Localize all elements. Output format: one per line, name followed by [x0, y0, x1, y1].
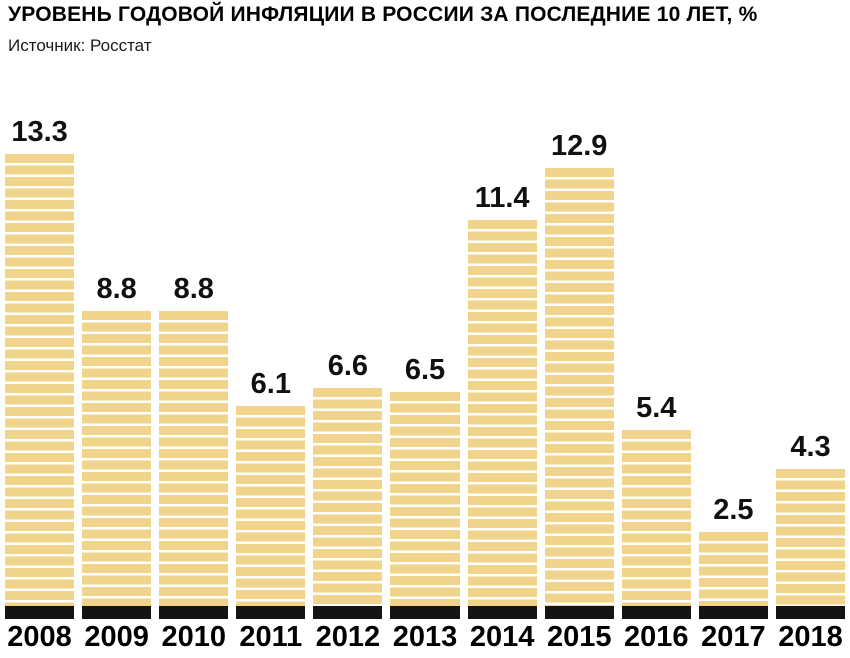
bar-base [5, 606, 75, 619]
bar-column: 6.5 [390, 353, 460, 619]
bar-column: 8.8 [82, 273, 152, 619]
value-label: 2.5 [713, 493, 754, 526]
year-label: 2016 [624, 621, 689, 653]
bar [159, 311, 229, 619]
bar [390, 391, 460, 619]
value-label: 6.1 [250, 367, 291, 400]
bar-base [313, 606, 383, 619]
year-label: 2011 [239, 621, 303, 653]
bar-column: 2.5 [698, 493, 768, 619]
bar-base [467, 606, 537, 619]
bar [5, 153, 75, 619]
bar-column: 4.3 [775, 430, 846, 619]
bar-base [82, 606, 152, 619]
bar-base [236, 606, 306, 619]
year-label: 2015 [546, 621, 612, 653]
bar-base [544, 606, 614, 619]
bar-column: 6.1 [236, 367, 306, 619]
bar-base [698, 606, 768, 619]
bar-column: 6.6 [313, 350, 383, 619]
bar-base [390, 606, 460, 619]
bar [775, 468, 846, 619]
value-label: 5.4 [636, 392, 677, 424]
value-label: 6.6 [327, 350, 369, 382]
bar [467, 220, 537, 619]
bar-plot-area: 13.3 8.8 8.8 6.1 6.6 6.5 11.4 12.9 5.4 2.5 4.3 [0, 56, 850, 619]
bar [544, 167, 614, 619]
value-label: 6.5 [404, 353, 446, 386]
year-label: 2018 [778, 621, 843, 653]
value-label: 8.8 [96, 273, 137, 305]
bar-column: 12.9 [544, 129, 614, 619]
value-label: 13.3 [11, 115, 68, 148]
bar-base [621, 606, 691, 619]
year-label: 2014 [469, 621, 535, 653]
bar-column: 5.4 [621, 392, 691, 619]
value-label: 4.3 [790, 430, 831, 463]
value-label: 12.9 [550, 129, 608, 162]
value-label: 8.8 [173, 273, 214, 305]
chart-title: УРОВЕНЬ ГОДОВОЙ ИНФЛЯЦИИ В РОССИИ ЗА ПОС… [8, 3, 758, 26]
bar [698, 531, 768, 619]
chart-source: Источник: Росстат [8, 36, 152, 56]
bar-column: 13.3 [5, 115, 75, 619]
bar-column: 8.8 [159, 273, 229, 619]
bar-base [159, 606, 229, 619]
year-label: 2013 [392, 621, 458, 653]
bar [82, 311, 152, 619]
bar-column: 11.4 [467, 182, 537, 619]
bar [236, 405, 306, 619]
chart-header: УРОВЕНЬ ГОДОВОЙ ИНФЛЯЦИИ В РОССИИ ЗА ПОС… [0, 0, 850, 56]
year-label: 2009 [84, 621, 149, 653]
year-label: 2017 [701, 621, 766, 653]
x-axis-year-labels: 2008 2009 2010 2011 2012 2013 2014 2015 2016 2017… [0, 619, 850, 658]
year-label: 2008 [7, 621, 72, 653]
year-label: 2012 [315, 621, 381, 653]
bar [621, 430, 691, 619]
bar-base [775, 606, 846, 619]
bar [313, 388, 383, 619]
value-label: 11.4 [474, 182, 530, 214]
year-label: 2010 [161, 621, 226, 653]
